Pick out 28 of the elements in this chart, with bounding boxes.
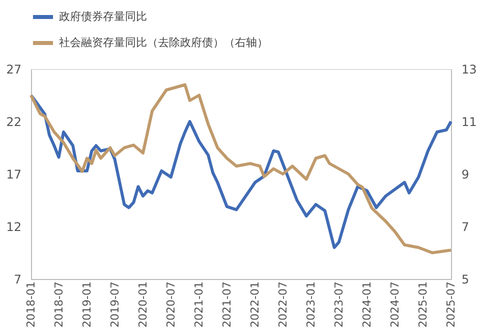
x-tick-label: 2020-01 (136, 282, 150, 328)
x-tick-label: 2025-07 (444, 282, 458, 328)
legend-label: 政府债券存量同比 (59, 10, 147, 23)
x-tick-label: 2019-01 (80, 282, 94, 328)
y2-tick-label: 7 (462, 220, 470, 234)
x-tick-label: 2021-01 (192, 282, 206, 328)
x-tick-label: 2023-07 (332, 282, 346, 328)
y-tick-label: 7 (14, 272, 22, 286)
y-tick-label: 22 (6, 115, 22, 129)
x-tick-label: 2024-07 (388, 282, 402, 328)
y2-tick-label: 5 (462, 272, 470, 286)
legend-label: 社会融资存量同比（去除政府债）（右轴） (59, 36, 268, 49)
y-tick-label: 27 (6, 62, 22, 76)
x-tick-label: 2021-07 (220, 282, 234, 328)
x-tick-label: 2022-01 (248, 282, 262, 328)
y2-tick-label: 9 (462, 168, 470, 182)
x-tick-label: 2024-01 (360, 282, 374, 328)
x-tick-label: 2018-01 (24, 282, 38, 328)
x-tick-label: 2018-07 (52, 282, 66, 328)
x-tick-label: 2020-07 (164, 282, 178, 328)
x-tick-label: 2022-07 (276, 282, 290, 328)
y-tick-label: 12 (6, 220, 22, 234)
x-tick-label: 2019-07 (108, 282, 122, 328)
y2-tick-label: 13 (462, 62, 477, 76)
x-tick-label: 2025-01 (416, 282, 430, 328)
x-tick-label: 2023-01 (304, 282, 318, 328)
y2-tick-label: 11 (462, 115, 477, 129)
y-tick-label: 17 (6, 168, 22, 182)
